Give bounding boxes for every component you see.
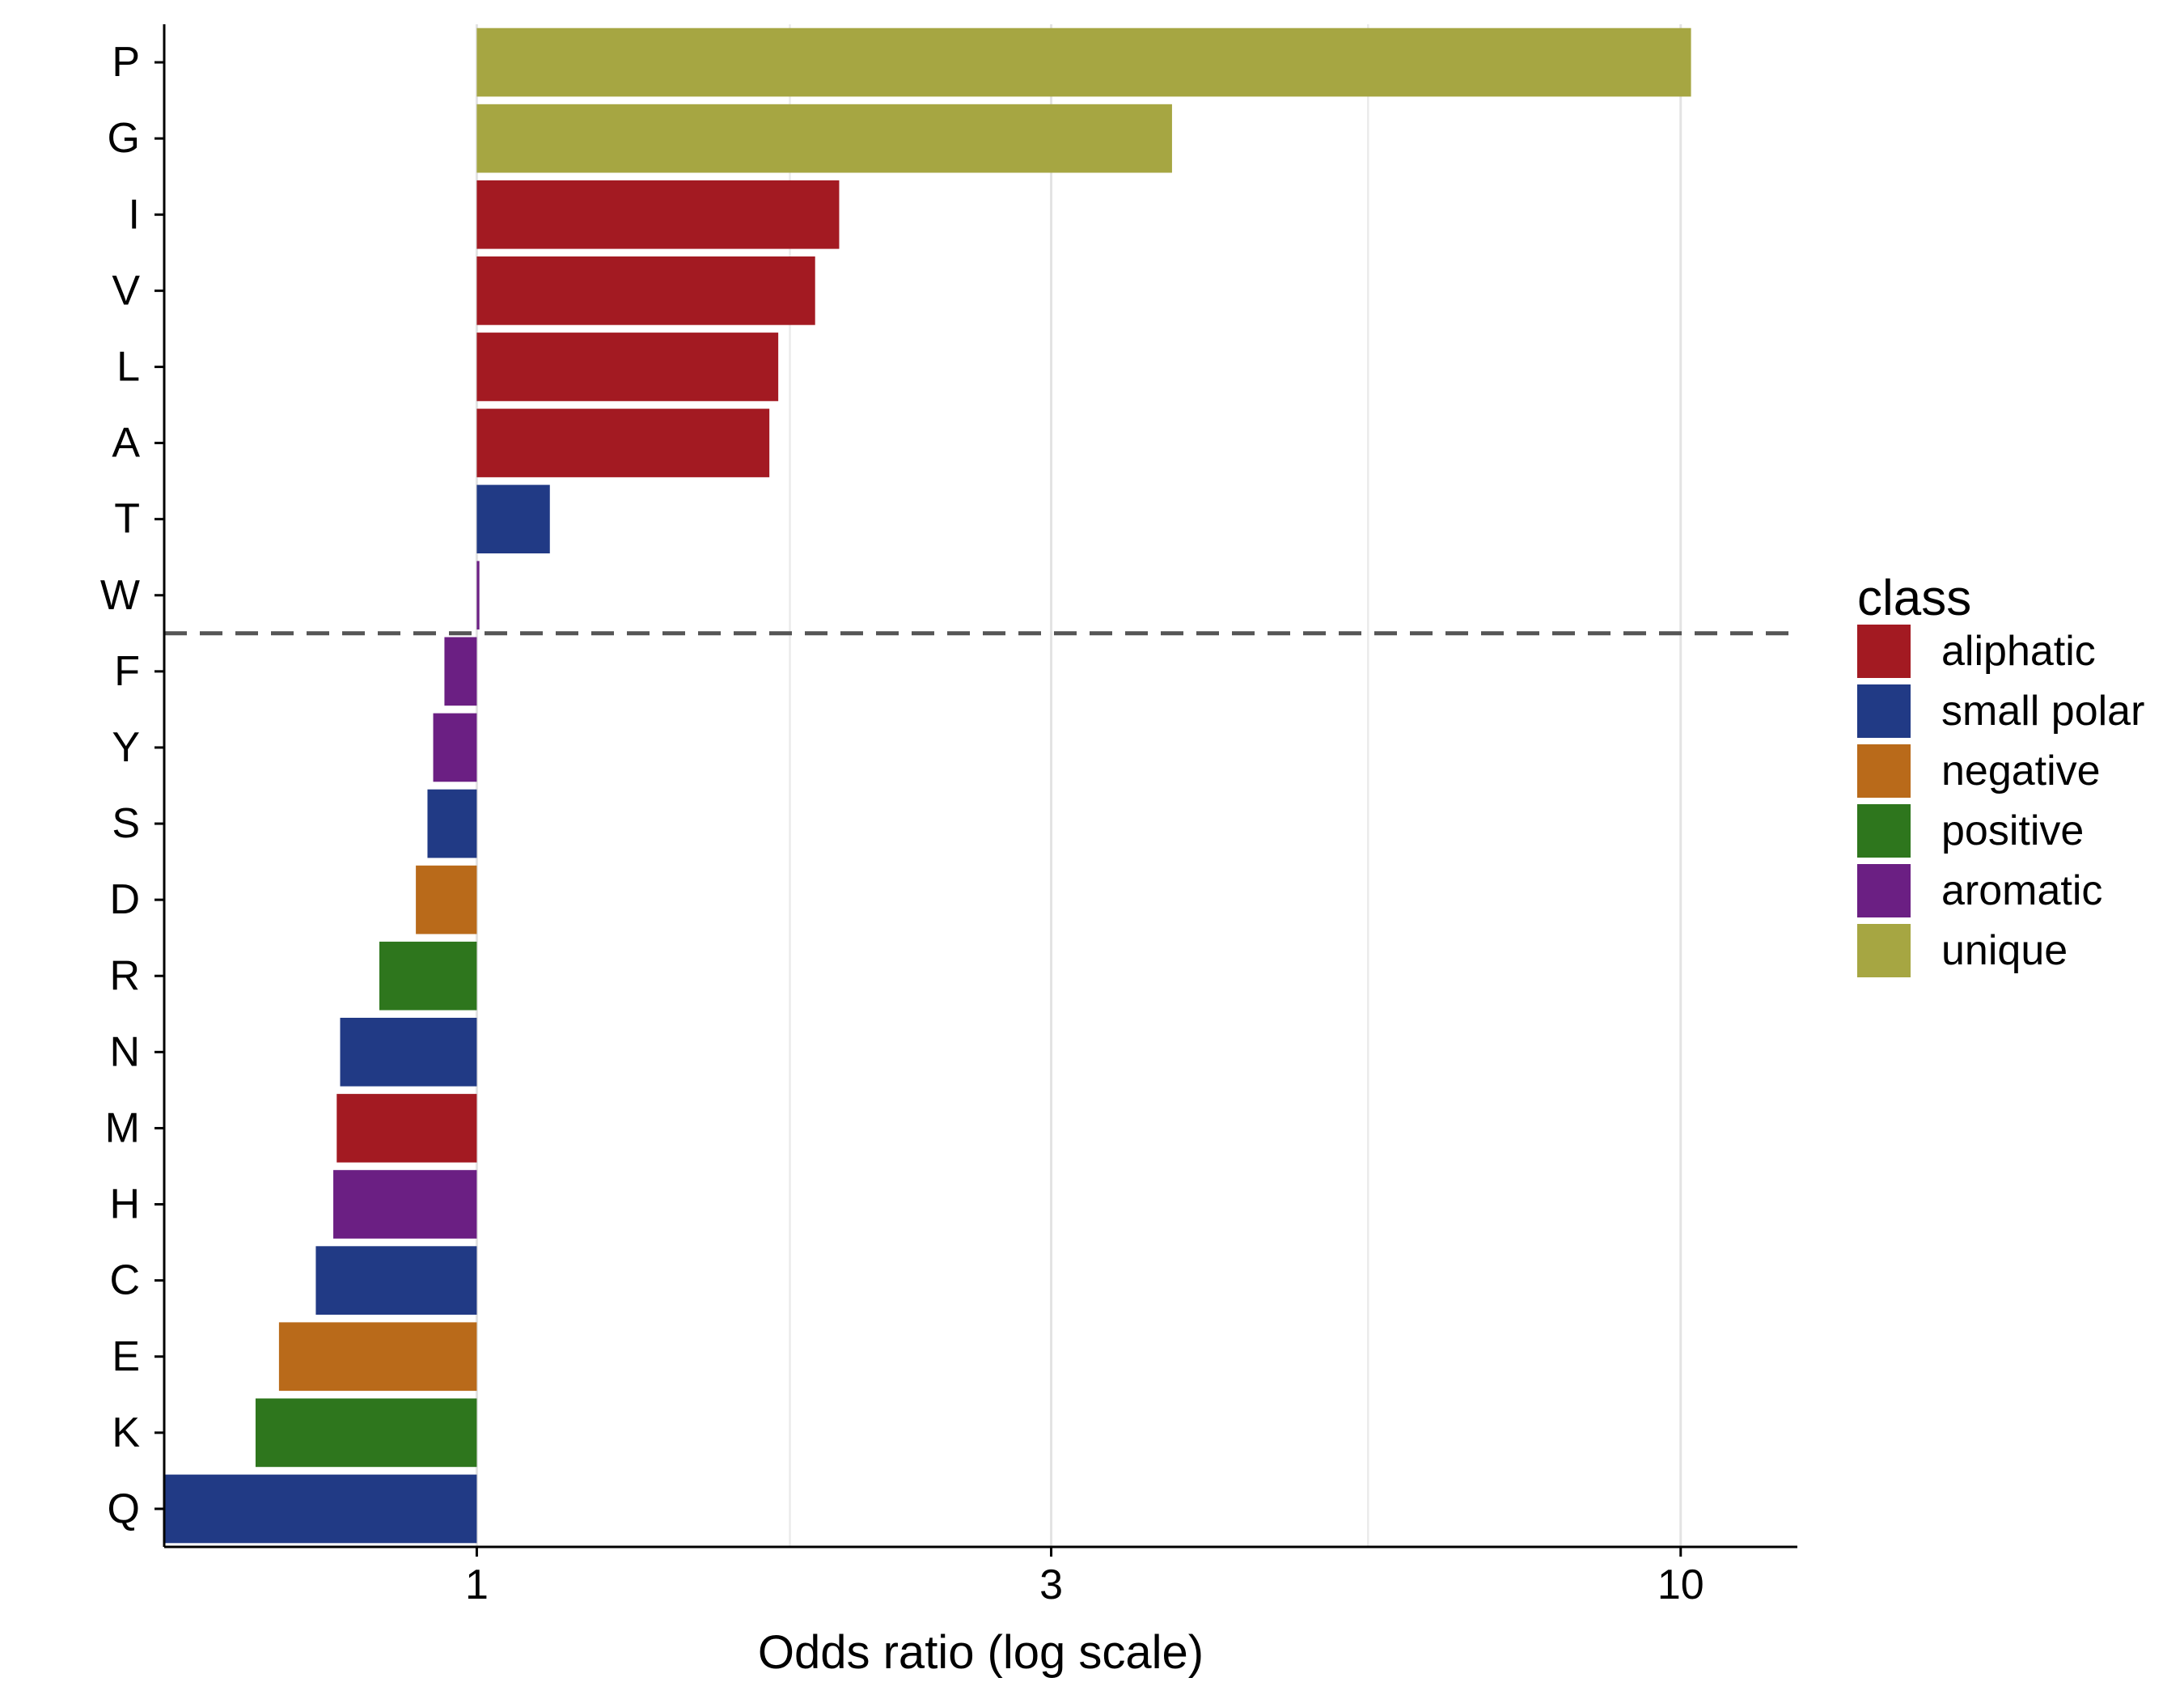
y-tick-label-G: G bbox=[108, 115, 140, 162]
x-axis-ticks: 1 3 10 bbox=[465, 1547, 1704, 1608]
legend-swatch-unique bbox=[1857, 924, 1911, 977]
y-tick-label-C: C bbox=[109, 1257, 140, 1304]
bar-Q bbox=[164, 1474, 477, 1544]
legend-title: class bbox=[1857, 570, 1971, 626]
x-tick-label-1: 1 bbox=[465, 1561, 489, 1608]
legend-swatch-aromatic bbox=[1857, 864, 1911, 917]
x-tick-label-10: 10 bbox=[1657, 1561, 1704, 1608]
y-tick-label-V: V bbox=[112, 267, 140, 314]
bar-W bbox=[476, 561, 480, 630]
x-tick-label-3: 3 bbox=[1039, 1561, 1063, 1608]
y-tick-label-E: E bbox=[112, 1333, 140, 1380]
bar-D bbox=[416, 865, 477, 934]
y-tick-label-A: A bbox=[112, 420, 140, 467]
y-tick-label-N: N bbox=[109, 1028, 140, 1075]
bar-I bbox=[476, 180, 840, 249]
bar-F bbox=[444, 637, 477, 706]
legend-label-aliphatic: aliphatic bbox=[1941, 628, 2096, 675]
axes bbox=[163, 24, 1797, 1549]
bar-N bbox=[340, 1018, 477, 1087]
bar-L bbox=[476, 333, 779, 401]
legend-swatch-aliphatic bbox=[1857, 625, 1911, 678]
bar-R bbox=[379, 941, 477, 1011]
y-tick-label-R: R bbox=[109, 952, 140, 999]
y-tick-label-H: H bbox=[109, 1181, 140, 1228]
legend-label-negative: negative bbox=[1941, 748, 2101, 794]
bar-K bbox=[255, 1398, 477, 1468]
y-tick-label-L: L bbox=[116, 343, 140, 390]
bar-M bbox=[336, 1094, 477, 1163]
y-tick-label-I: I bbox=[129, 191, 140, 238]
legend-label-small-polar: small polar bbox=[1941, 688, 2144, 735]
bar-G bbox=[476, 104, 1172, 173]
y-tick-label-S: S bbox=[112, 800, 140, 847]
legend-items: aliphatic small polar negative positive arom… bbox=[1857, 625, 2144, 977]
legend-swatch-positive bbox=[1857, 804, 1911, 858]
y-tick-label-Q: Q bbox=[108, 1485, 140, 1532]
y-tick-label-T: T bbox=[114, 496, 140, 543]
bar-T bbox=[476, 485, 550, 553]
bar-C bbox=[315, 1246, 477, 1315]
y-tick-label-F: F bbox=[114, 648, 140, 695]
x-axis-title: Odds ratio (log scale) bbox=[758, 1626, 1204, 1679]
bar-V bbox=[476, 256, 815, 325]
bar-S bbox=[427, 789, 477, 858]
y-tick-label-P: P bbox=[112, 39, 140, 86]
gridlines bbox=[163, 24, 1682, 1547]
y-tick-label-M: M bbox=[105, 1104, 140, 1151]
y-tick-label-Y: Y bbox=[112, 724, 140, 771]
legend-swatch-small-polar bbox=[1857, 684, 1911, 738]
bar-E bbox=[278, 1322, 477, 1392]
legend-swatch-negative bbox=[1857, 744, 1911, 798]
y-tick-label-D: D bbox=[109, 876, 140, 923]
legend-label-aromatic: aromatic bbox=[1941, 867, 2102, 914]
bar-A bbox=[476, 409, 770, 477]
y-tick-label-K: K bbox=[112, 1409, 140, 1456]
bar-H bbox=[333, 1170, 477, 1239]
bar-Y bbox=[433, 713, 477, 782]
y-tick-label-W: W bbox=[100, 572, 140, 619]
legend-label-unique: unique bbox=[1941, 927, 2068, 974]
legend: class aliphatic small polar negative positi… bbox=[1857, 570, 2144, 977]
bars bbox=[164, 28, 1691, 1544]
legend-label-positive: positive bbox=[1941, 807, 2084, 854]
bar-P bbox=[476, 28, 1691, 97]
